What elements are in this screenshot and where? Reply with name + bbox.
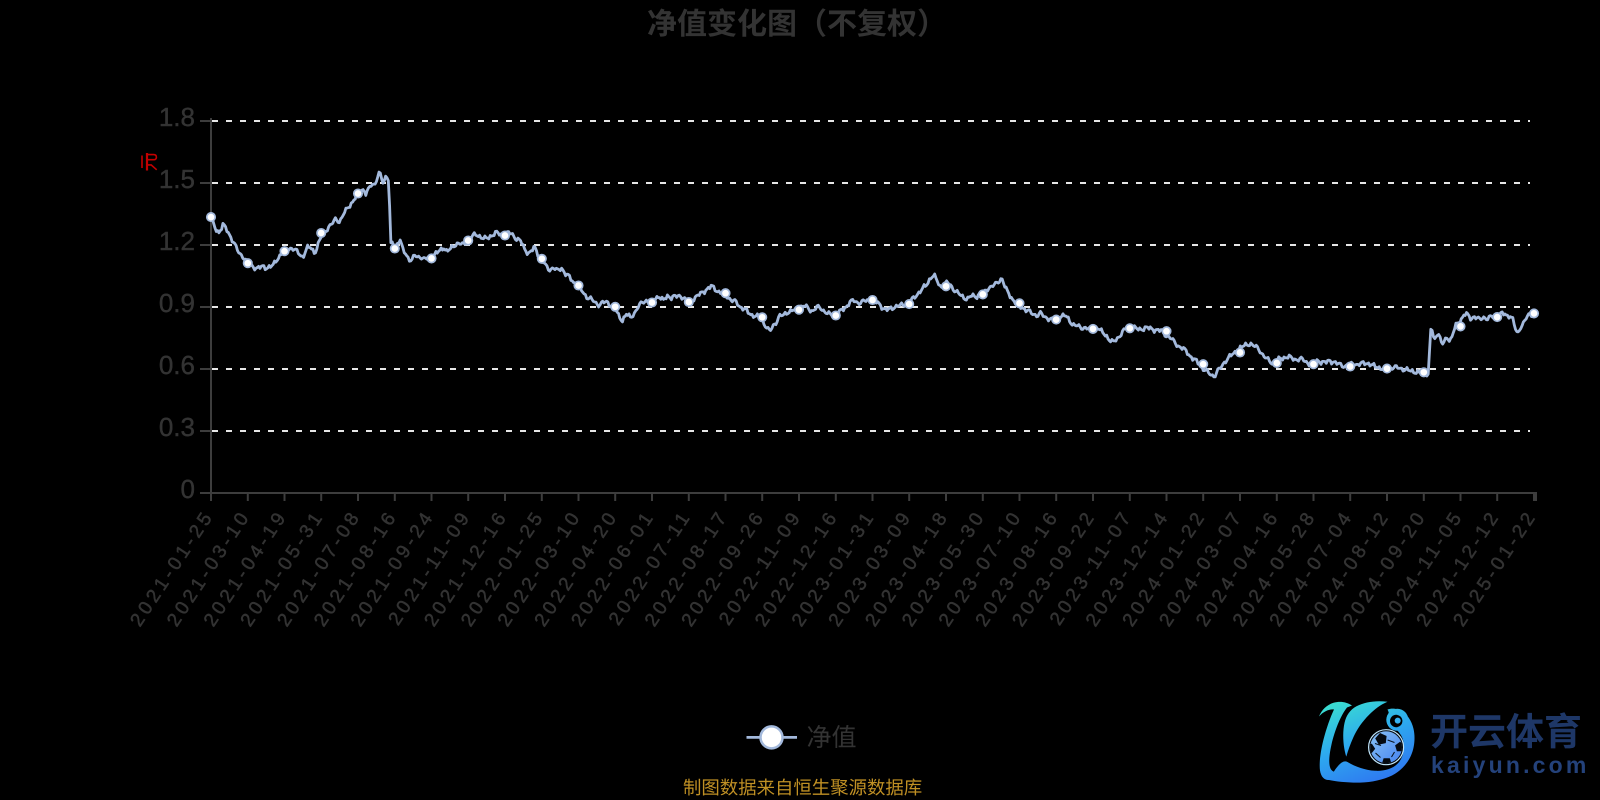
svg-text:0.6: 0.6 xyxy=(159,350,195,380)
svg-text:1.5: 1.5 xyxy=(159,164,195,194)
svg-text:kaiyun.com: kaiyun.com xyxy=(1431,752,1590,778)
svg-text:1.8: 1.8 xyxy=(159,102,195,132)
svg-text:0: 0 xyxy=(181,474,195,504)
svg-text:0.9: 0.9 xyxy=(159,288,195,318)
svg-text:0.3: 0.3 xyxy=(159,412,195,442)
svg-text:1.2: 1.2 xyxy=(159,226,195,256)
